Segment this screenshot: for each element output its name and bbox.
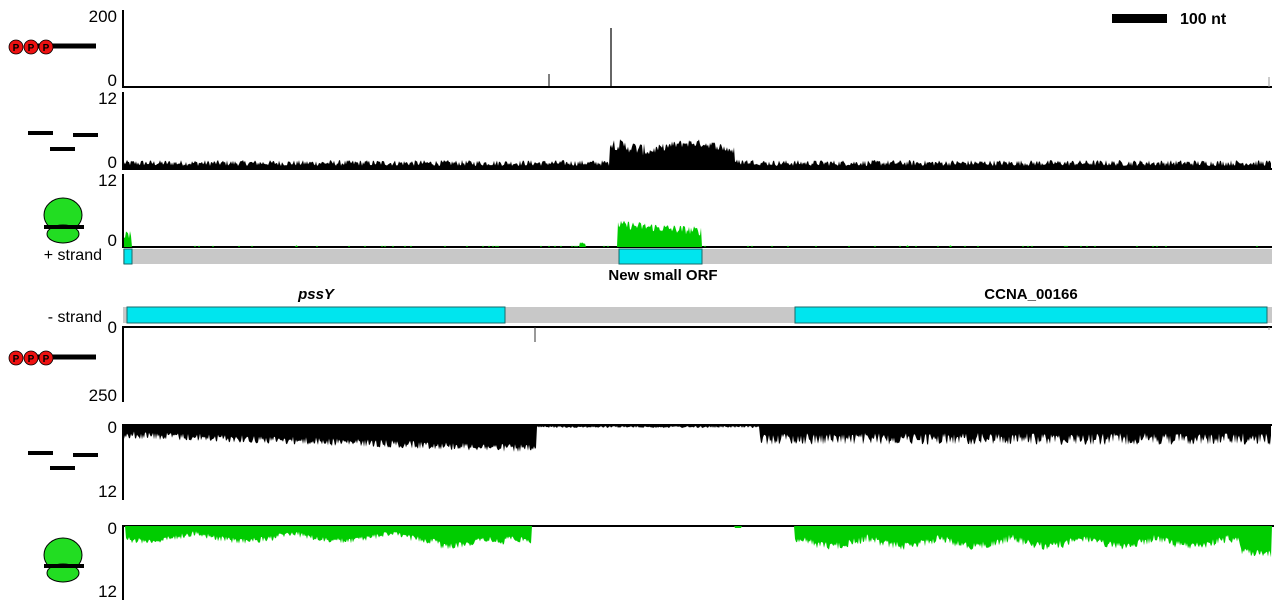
minus-rnaseq-ytop: 0	[108, 418, 117, 437]
ribosome-icon	[43, 197, 84, 244]
plus-strand-annotation: + strand New small ORF	[44, 247, 1272, 284]
svg-text:P: P	[43, 354, 50, 365]
svg-text:P: P	[43, 43, 50, 54]
ribosome-icon	[43, 537, 84, 583]
plus-rnaseq-ybottom: 0	[108, 153, 117, 172]
gene-label-pssy: pssY	[297, 286, 336, 303]
plus-tss-track: 200 0 P P P	[8, 7, 1272, 90]
gene-label-ccna-00166: CCNA_00166	[984, 286, 1077, 303]
plus-rnaseq-ytop: 12	[98, 89, 117, 108]
plus-riboseq-track: 12 0	[43, 171, 1272, 250]
minus-rnaseq-signal	[124, 425, 1271, 452]
minus-rnaseq-track: 0 12	[28, 418, 1272, 501]
svg-text:P: P	[13, 354, 20, 365]
minus-riboseq-signal	[124, 526, 1272, 558]
minus-riboseq-ytop: 0	[108, 519, 117, 538]
plus-rnaseq-signal	[124, 139, 1271, 169]
plus-tss-signal	[548, 28, 1270, 87]
minus-tss-ytop: 0	[108, 318, 117, 337]
plus-riboseq-signal	[124, 220, 1271, 247]
plus-gene-orf-left-edge	[123, 248, 133, 265]
plus-riboseq-ytop: 12	[98, 171, 117, 190]
triphosphate-rna-icon: P P P	[8, 350, 96, 366]
svg-text:P: P	[13, 43, 20, 54]
minus-gene-ccna-00166	[794, 306, 1268, 324]
svg-text:P: P	[28, 43, 35, 54]
rna-fragments-icon	[28, 451, 98, 470]
minus-gene-pssy	[126, 306, 506, 324]
svg-text:P: P	[28, 354, 35, 365]
plus-strand-label: + strand	[44, 247, 102, 264]
rna-fragments-icon	[28, 131, 98, 151]
scale-bar	[1112, 14, 1167, 23]
plus-tss-ybottom: 0	[108, 71, 117, 90]
plus-gene-new-small-orf	[618, 248, 703, 265]
minus-tss-track: 0 250 P P P	[8, 318, 1272, 405]
minus-strand-annotation: pssY CCNA_00166 - strand	[48, 286, 1272, 326]
minus-tss-signal	[534, 327, 1270, 342]
triphosphate-rna-icon: P P P	[8, 39, 96, 55]
plus-tss-ytop: 200	[89, 7, 117, 26]
gene-label-new-small-orf: New small ORF	[608, 267, 717, 284]
minus-riboseq-track: 0 12	[43, 519, 1274, 600]
plus-riboseq-ybottom: 0	[108, 231, 117, 250]
minus-riboseq-ybottom: 12	[98, 582, 117, 600]
plus-rnaseq-track: 12 0	[28, 89, 1272, 172]
minus-tss-ybottom: 250	[89, 386, 117, 405]
minus-strand-label: - strand	[48, 309, 102, 326]
scale-bar-label: 100 nt	[1180, 11, 1227, 28]
minus-rnaseq-ybottom: 12	[98, 482, 117, 501]
